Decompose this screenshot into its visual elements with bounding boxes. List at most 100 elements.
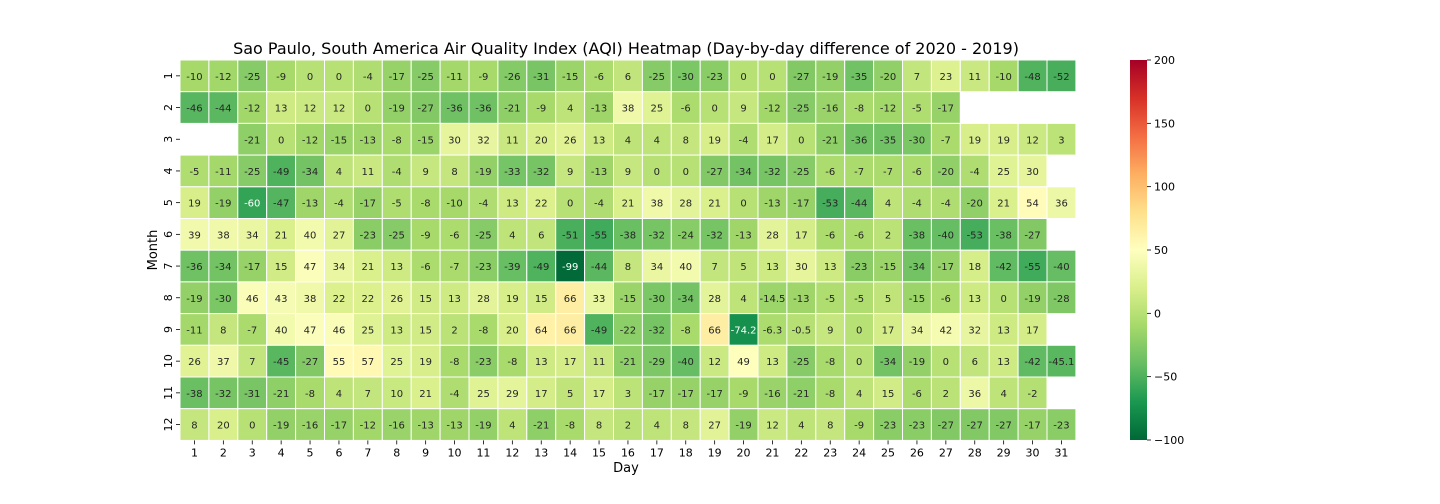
cell-value-label: 34 [246,230,259,241]
heatmap-cell [352,313,383,346]
cell-value-label: 13 [766,262,779,273]
cell-value-label: -47 [273,199,289,210]
cell-value-label: 38 [304,294,317,305]
cell-value-label: 13 [824,262,837,273]
cell-value-label: 43 [275,294,288,305]
heatmap-cell [815,408,846,441]
cell-value-label: -6 [421,262,431,273]
heatmap-cell [873,218,903,251]
heatmap-cell [295,344,326,378]
cell-value-label: 8 [683,135,689,146]
cell-value-label: 13 [766,357,779,368]
x-tick-label: 28 [968,446,982,459]
heatmap-cell [295,186,326,220]
y-tick-label: 12 [162,418,175,432]
cell-value-label: 26 [188,357,201,368]
cell-value-label: 34 [650,262,663,273]
cell-value-label: -32 [533,167,549,178]
cell-value-label: 32 [477,135,490,146]
cell-value-label: 20 [535,135,548,146]
cell-value-label: -4 [392,167,402,178]
cell-value-label: 19 [997,135,1010,146]
cell-value-label: -8 [507,357,517,368]
cell-value-label: -8 [305,389,315,400]
cell-value-label: 21 [997,199,1010,210]
cell-value-label: -5 [854,294,864,305]
heatmap-cell [1046,408,1077,441]
heatmap-cell [237,186,268,220]
heatmap-cell [786,59,817,93]
heatmap-cell [613,408,643,441]
heatmap-cell [526,218,557,251]
cell-value-label: -5 [912,104,922,115]
cell-value-label: -35 [851,72,867,83]
cell-value-label: -17 [360,199,376,210]
cell-value-label: -17 [331,421,347,432]
cell-value-label: -48 [1024,72,1040,83]
cell-value-label: 0 [856,357,862,368]
cell-value-label: 8 [220,325,226,336]
cell-value-label: -20 [938,167,954,178]
cell-value-label: -19 [475,167,491,178]
heatmap-cell [641,122,672,156]
cell-value-label: 4 [509,230,515,241]
cell-value-label: 12 [304,104,317,115]
heatmap-cell [468,249,499,283]
cell-value-label: -49 [533,262,549,273]
heatmap-cell [352,281,383,315]
x-axis-label: Day [613,461,639,476]
cell-value-label: 28 [708,294,721,305]
cell-value-label: 39 [188,230,201,241]
heatmap-cell [179,249,210,283]
cell-value-label: -17 [938,262,954,273]
colorbar-ticks: 200 150 100 50 0 −50 −100 [1147,54,1184,447]
cell-value-label: -26 [504,72,520,83]
heatmap-cell [526,249,557,283]
y-tick-label: 11 [162,386,175,400]
cell-value-label: -11 [186,325,202,336]
heatmap-cell [728,313,759,346]
heatmap-cell [670,281,701,315]
heatmap-cell [728,91,759,124]
cell-value-label: 36 [968,389,981,400]
heatmap-cell [584,376,614,410]
x-tick-label: 14 [563,446,577,459]
cell-value-label: 7 [365,389,371,400]
heatmap-cell [208,281,239,315]
heatmap-cell [439,313,470,346]
cell-value-label: -19 [273,421,289,432]
heatmap-cell [208,408,239,441]
heatmap-cell [410,218,441,251]
heatmap-cell [1017,186,1048,220]
y-tick-label: 3 [162,136,175,143]
heatmap-cell [555,408,586,441]
x-tick-label: 26 [910,446,924,459]
cell-value-label: -25 [244,167,260,178]
cell-value-label: -21 [533,421,549,432]
x-tick-label: 2 [220,446,227,459]
cell-value-label: -39 [504,262,520,273]
cell-value-label: -44 [591,262,607,273]
x-tick-label: 25 [881,446,895,459]
cell-value-label: -27 [302,357,318,368]
heatmap-cell [815,281,846,315]
cell-value-label: -12 [880,104,896,115]
heatmap-cell [584,91,614,124]
cell-value-label: -42 [995,262,1011,273]
cell-value-label: -28 [1053,294,1069,305]
x-tick-label: 13 [534,446,548,459]
heatmap-cell [641,313,672,346]
cell-value-label: 0 [249,421,255,432]
cell-value-label: 25 [477,389,490,400]
cell-value-label: -27 [706,167,722,178]
heatmap-cell [1046,59,1077,93]
x-tick-label: 29 [997,446,1011,459]
cell-value-label: 13 [506,199,519,210]
cell-value-label: 36 [1055,199,1068,210]
cell-value-label: -25 [649,72,665,83]
cell-value-label: 64 [535,325,548,336]
heatmap-cell [670,408,701,441]
cell-value-label: 4 [509,421,515,432]
cell-value-label: 15 [419,294,432,305]
cell-value-label: -25 [793,104,809,115]
